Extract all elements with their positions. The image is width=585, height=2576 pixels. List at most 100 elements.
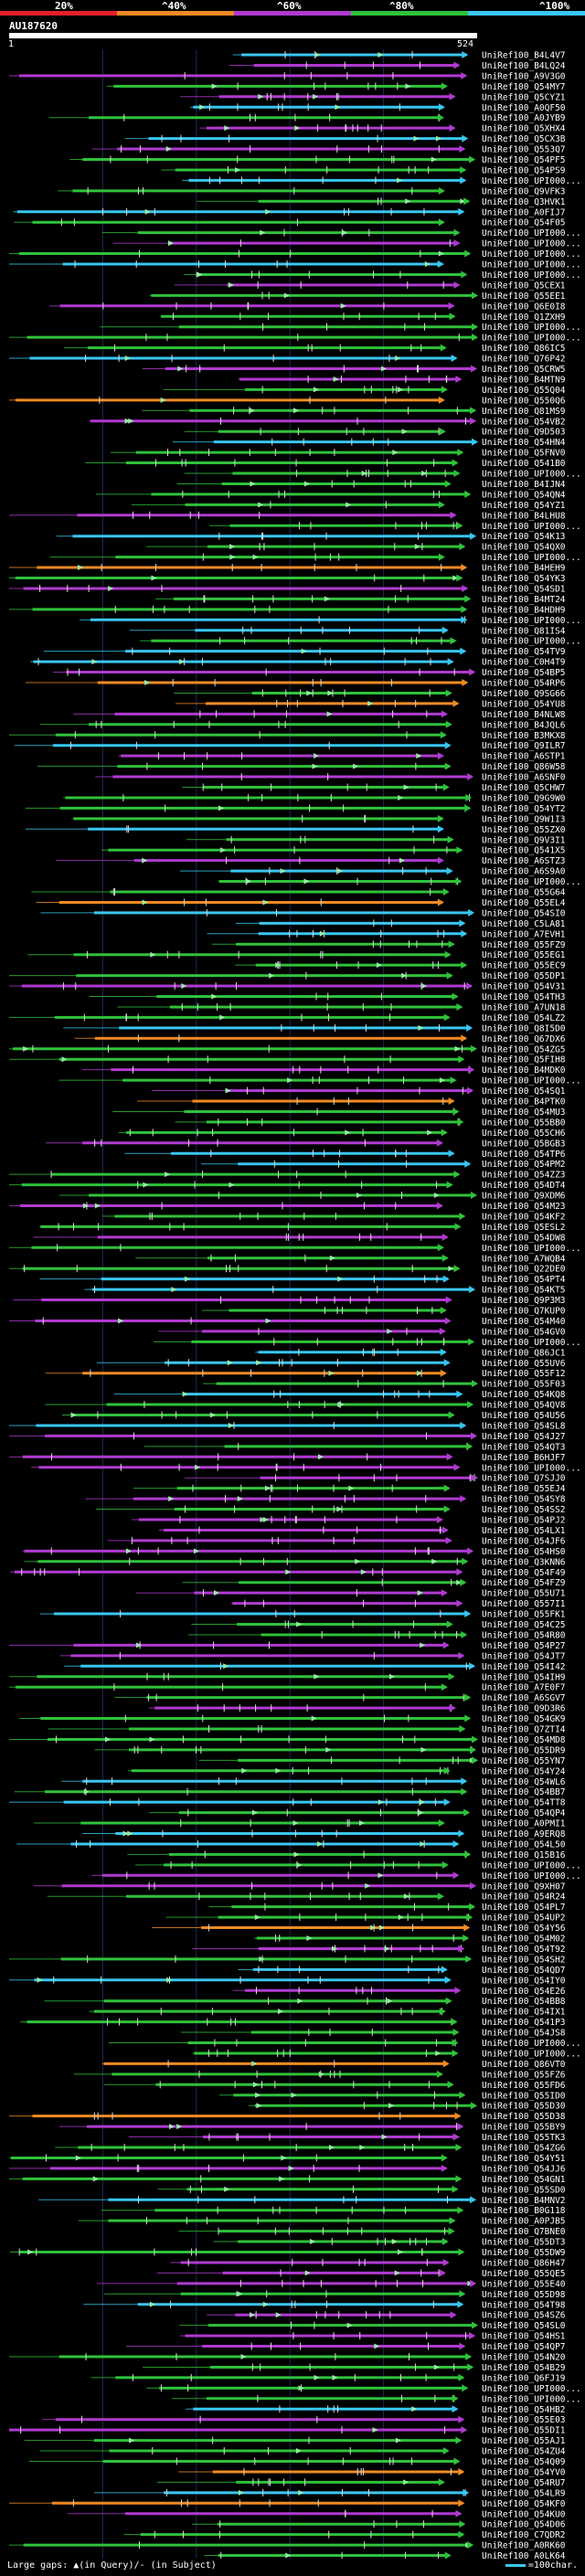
hit-label: UniRef100_Q54LZ2 [482,1013,566,1023]
gap-arrow [395,2437,401,2443]
scale-label-20: 20% [55,0,73,12]
hit-arrowhead [453,1171,461,1179]
hit-arrowhead [472,1756,479,1765]
hit-label: UniRef100_UPI000... [482,249,581,260]
hit-label: UniRef100_A6STZ3 [482,856,566,866]
hit-label: UniRef100_Q55F03 [482,1380,566,1390]
hit-label: UniRef100_Q6FJ19 [482,2373,566,2383]
hit-label: UniRef100_UPI000... [482,2039,581,2049]
gap-arrow [195,1464,201,1470]
hit-arrowhead [463,197,471,206]
hit-label: UniRef100_B4MT24 [482,595,566,605]
hit-arrowhead [470,407,477,415]
hit-arrowhead [469,155,476,164]
gap-arrow [367,700,374,706]
gap-arrow [225,1087,231,1094]
hit-label: UniRef100_Q54F49 [482,1568,566,1578]
gap-arrow [337,868,344,875]
gap-arrow [388,1673,395,1680]
gap-arrow [129,2437,135,2443]
hit-label: UniRef100_Q3KNN6 [482,1557,566,1567]
gap-arrow [262,1517,269,1522]
hit-arrowhead [450,2311,457,2319]
gap-arrow [365,1882,371,1889]
gap-arrow [439,1077,445,1084]
gap-arrow [403,1893,410,1900]
hit-label: UniRef100_Q5CEX1 [482,281,566,291]
gap-arrow [329,1255,335,1261]
hit-label: UniRef100_Q54PS9 [482,165,566,175]
hit-arrowhead [441,2164,448,2172]
hit-arrowhead [444,741,452,749]
gap-arrow [327,690,334,696]
gap-arrow [421,471,428,476]
gap-arrow [256,2103,262,2109]
hit-label: UniRef100_Q54RP6 [482,679,566,689]
hit-label: UniRef100_Q54BB7 [482,1787,566,1797]
gap-arrow [219,1014,226,1021]
gap-arrow [378,1924,385,1931]
hit-label: UniRef100_Q54YK3 [482,574,566,584]
gap-arrow [149,1736,155,1743]
hit-label: UniRef100_Q5BGB3 [482,1139,566,1149]
hit-label: UniRef100_Q54TV9 [482,647,566,657]
hit-arrowhead [470,1882,477,1890]
hit-arrowhead [438,103,445,111]
hit-arrowhead [459,2290,466,2298]
hit-label: UniRef100_Q55DI1 [482,2426,566,2436]
gap-arrow [277,2009,283,2015]
hit-arrowhead [459,2091,466,2099]
hit-arrowhead [460,165,467,174]
hit-arrowhead [461,605,468,613]
hit-arrowhead [458,2499,465,2507]
gap-arrow [92,2176,99,2182]
gap-arrow [171,1287,177,1293]
gap-arrow [359,2145,366,2150]
hit-arrowhead [455,375,463,383]
hit-arrowhead [471,1432,478,1440]
hit-label: UniRef100_Q7SJJ0 [482,1474,566,1484]
gap-arrow [287,1077,293,1084]
gap-arrow [296,1621,303,1627]
gap-arrow [27,2249,34,2255]
hit-arrowhead [461,270,468,279]
hit-label: UniRef100_Q54D06 [482,2520,566,2530]
hit-label: UniRef100_Q55EL4 [482,898,566,908]
hit-label: UniRef100_Q54F05 [482,218,566,228]
hit-arrowhead [452,2049,459,2057]
hit-label: UniRef100_Q9ILR7 [482,741,566,751]
hit-label: UniRef100_Q54L50 [482,1839,566,1850]
hit-label: UniRef100_Q5CYZ1 [482,92,566,102]
gap-arrow [165,146,172,153]
gap-arrow [311,1715,317,1722]
hit-arrowhead [444,950,452,959]
hit-label: UniRef100_Q5XHX4 [482,124,566,134]
hit-label: UniRef100_Q54R80 [482,1630,566,1640]
hit-arrowhead [458,2373,465,2381]
hit-arrowhead [453,2457,461,2465]
hit-label: UniRef100_Q9V3I1 [482,835,566,845]
hit-label: UniRef100_Q55CH6 [482,1129,566,1139]
hit-arrowhead [456,1002,463,1011]
hit-label: UniRef100_Q54BB8 [482,1997,566,2007]
hit-arrowhead [471,2102,478,2110]
hit-label: UniRef100_Q54ZU4 [482,2447,566,2457]
hit-label: UniRef100_Q54RU7 [482,2478,566,2488]
hit-arrowhead [470,1745,477,1754]
hit-label: UniRef100_Q55SD0 [482,2185,566,2195]
hit-label: UniRef100_Q55DR9 [482,1745,566,1755]
hit-label: UniRef100_UPI000... [482,260,581,270]
hit-label: UniRef100_Q54I42 [482,1662,566,1672]
hit-arrowhead [458,2415,465,2423]
hit-label: UniRef100_A6STP1 [482,752,566,762]
hit-label: UniRef100_A9V3G0 [482,71,566,81]
hit-arrowhead [456,1599,463,1607]
hit-label: UniRef100_Q54Y24 [482,1766,566,1776]
gap-arrow [168,1496,175,1502]
gap-arrow [280,868,286,875]
gap-arrow [397,2249,403,2255]
hit-arrowhead [462,584,469,592]
gap-arrow [142,857,148,864]
hit-arrowhead [472,1380,479,1388]
scale-swatch [505,2563,526,2567]
